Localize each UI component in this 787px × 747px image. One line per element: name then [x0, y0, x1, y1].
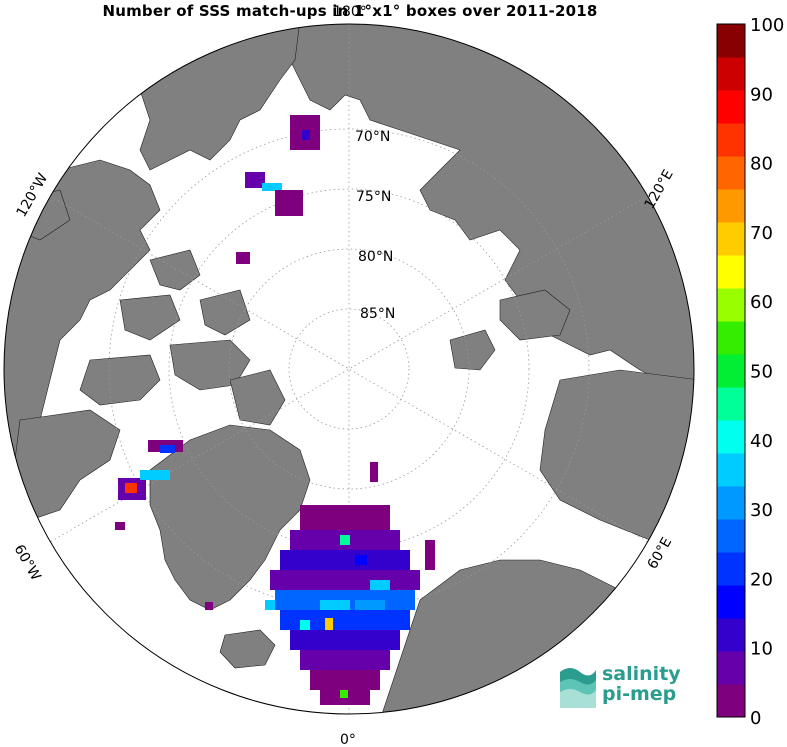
landmass-svalbard: [449, 329, 496, 371]
colorbar-tick-label: 80: [750, 154, 773, 175]
colorbar-band: [717, 288, 745, 322]
salinity-pi-mep-logo: salinity pi-mep: [558, 660, 698, 710]
colorbar-band: [717, 684, 745, 718]
colorbar-band: [717, 651, 745, 685]
colorbar-band: [717, 420, 745, 454]
colorbar-band: [717, 123, 745, 157]
colorbar-tick-label: 50: [750, 362, 773, 383]
lat-circle-85: [288, 308, 410, 430]
colorbar-tick-label: 90: [750, 84, 773, 105]
colorbar-band: [717, 189, 745, 223]
colorbar-band: [717, 453, 745, 487]
colorbar-tick-label: 60: [750, 292, 773, 313]
colorbar-band: [717, 585, 745, 619]
landmass-archipelago-1: [149, 249, 201, 291]
colorbar-tick-label: 40: [750, 431, 773, 452]
colorbar-tick-label: 10: [750, 639, 773, 660]
matchup-cells: [115, 115, 435, 705]
logo-line1: salinity: [602, 663, 681, 685]
colorbar-band: [717, 387, 745, 421]
landmass-archipelago-2: [119, 294, 181, 341]
colorbar-band: [717, 57, 745, 91]
colorbar-tick-label: 0: [750, 708, 761, 729]
lat-circle-80: [228, 248, 470, 490]
landmass-archipelago-6: [229, 369, 286, 426]
label-lat-75: 75°N: [356, 189, 391, 205]
colorbar-band: [717, 618, 745, 652]
colorbar-bands: [717, 24, 745, 718]
logo-line2: pi-mep: [602, 683, 677, 705]
colorbar-band: [717, 519, 745, 553]
label-lat-80: 80°N: [358, 249, 393, 265]
landmass-east: [539, 369, 694, 561]
colorbar-band: [717, 24, 745, 58]
colorbar-frame: [716, 23, 746, 718]
colorbar-band: [717, 321, 745, 355]
colorbar-band: [717, 255, 745, 289]
colorbar-band: [717, 486, 745, 520]
label-lon-180: 180°: [333, 4, 367, 20]
colorbar-band: [717, 90, 745, 124]
graticule: [49, 24, 649, 714]
label-lat-85: 85°N: [360, 306, 395, 322]
landmass-greenland: [149, 424, 311, 611]
map-border: [3, 23, 695, 715]
colorbar-band: [717, 222, 745, 256]
lat-circle-75: [168, 188, 530, 550]
colorbar-tick-label: 100: [750, 15, 784, 36]
map-title: Number of SSS match-ups in 1°x1° boxes o…: [102, 2, 598, 20]
colorbar-band: [717, 552, 745, 586]
logo-waves-icon: [560, 668, 596, 708]
colorbar-tick-label: 30: [750, 500, 773, 521]
colorbar-tick-label: 20: [750, 569, 773, 590]
label-lat-70: 70°N: [355, 129, 390, 145]
colorbar-band: [717, 156, 745, 190]
label-lon-0: 0°: [340, 732, 356, 747]
landmass-novaya-zemlya: [499, 289, 571, 341]
landmass-iceland: [219, 629, 276, 669]
colorbar-tick-label: 70: [750, 223, 773, 244]
landmass-archipelago-5: [79, 354, 161, 406]
colorbar-band: [717, 354, 745, 388]
